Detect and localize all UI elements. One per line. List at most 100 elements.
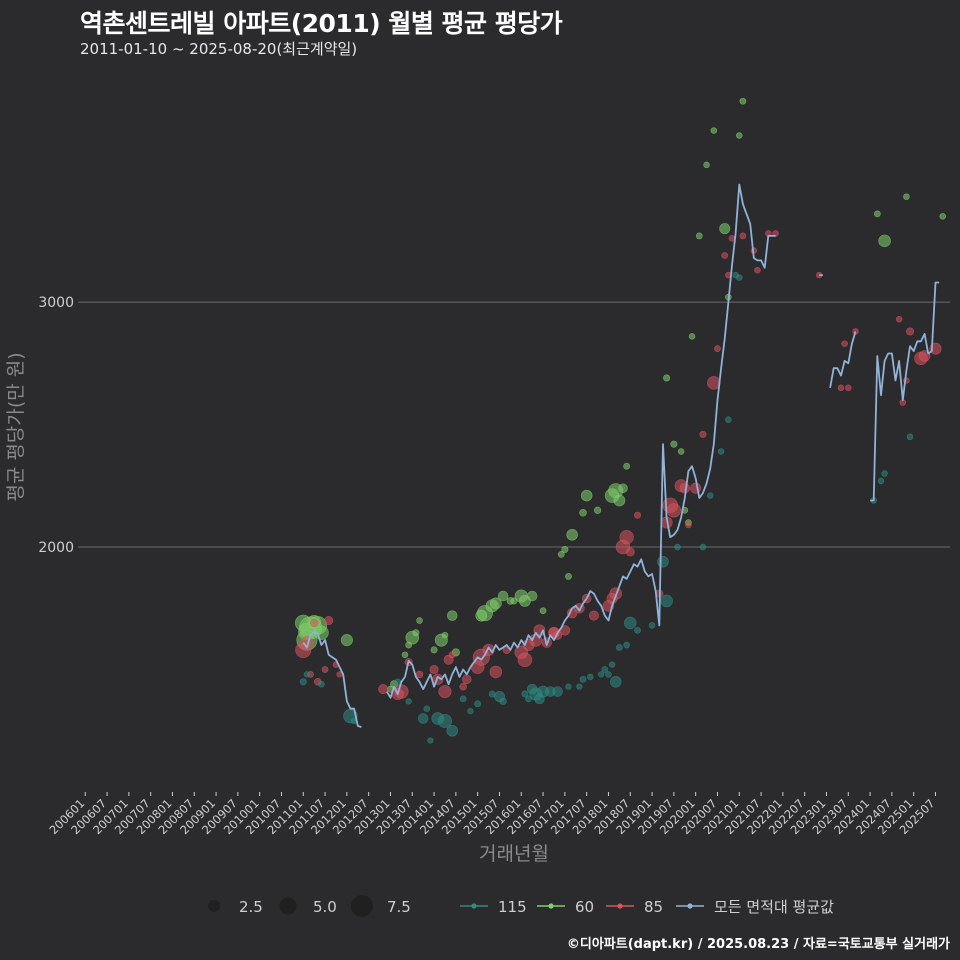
data-point-s60 [446, 610, 458, 621]
data-point-s85 [754, 266, 761, 274]
data-point-s115 [587, 673, 594, 681]
legend-key-dot [471, 903, 477, 909]
data-point-s115 [552, 686, 563, 697]
data-point-s85 [625, 547, 635, 557]
data-point-s85 [309, 618, 319, 628]
data-point-s85 [837, 384, 845, 392]
data-point-s60 [401, 651, 409, 659]
data-point-s115 [427, 737, 434, 744]
size-legend-circle [208, 900, 220, 912]
data-point-s85 [685, 521, 692, 529]
data-point-s115 [446, 725, 458, 737]
data-point-s115 [394, 678, 401, 686]
data-point-s60 [739, 97, 747, 105]
data-point-s85 [739, 232, 747, 240]
data-point-s60 [703, 161, 710, 169]
data-point-s60 [580, 489, 593, 502]
legend-label: 85 [644, 898, 663, 916]
data-point-s85 [699, 430, 707, 438]
y-axis-title: 평균 평당가(만 원) [5, 352, 27, 501]
data-point-s60 [719, 223, 731, 235]
chart-subtitle: 2011-01-10 ~ 2025-08-20(최근계약일) [80, 40, 358, 58]
data-point-s115 [437, 713, 452, 728]
average-line [870, 281, 940, 502]
data-point-s115 [318, 680, 325, 688]
data-point-s60 [441, 631, 449, 639]
average-line [386, 183, 776, 699]
data-point-s85 [895, 315, 903, 323]
legend-key-dot [548, 903, 554, 909]
data-point-s115 [576, 683, 583, 690]
data-point-s85 [517, 652, 533, 667]
legend-key-dot [687, 903, 693, 909]
data-point-s60 [565, 573, 572, 580]
data-point-s85 [429, 665, 439, 675]
data-point-s115 [609, 676, 622, 688]
data-point-s85 [459, 682, 467, 691]
data-point-s60 [878, 234, 891, 248]
data-point-s85 [324, 616, 334, 626]
y-tick-label: 3000 [38, 295, 74, 311]
data-point-s60 [497, 590, 509, 602]
legend-label: 115 [498, 898, 527, 916]
data-point-s85 [438, 685, 452, 699]
data-point-s115 [474, 700, 482, 708]
data-point-s60 [416, 617, 423, 624]
data-point-s60 [526, 590, 538, 602]
data-point-s60 [873, 210, 881, 218]
data-point-s60 [539, 607, 547, 615]
data-point-s115 [877, 477, 885, 485]
data-point-s85 [462, 674, 472, 685]
data-point-s60 [412, 629, 420, 637]
size-legend-label: 2.5 [239, 898, 263, 916]
data-point-s85 [448, 651, 456, 659]
source-credit: ©디아파트(dapt.kr) / 2025.08.23 / 자료=국토교통부 실… [566, 937, 950, 952]
data-point-s115 [736, 274, 743, 281]
data-point-s115 [605, 671, 612, 678]
data-point-s60 [623, 462, 631, 470]
data-point-s85 [634, 511, 642, 519]
data-point-s60 [663, 374, 671, 382]
average-line [829, 331, 857, 388]
data-point-s85 [906, 327, 915, 336]
data-point-s85 [841, 340, 848, 347]
data-point-s60 [688, 333, 696, 340]
data-point-s115 [634, 626, 641, 634]
data-point-s115 [660, 594, 673, 608]
data-point-s85 [721, 252, 729, 259]
data-point-s60 [557, 551, 565, 558]
data-point-s115 [725, 416, 732, 423]
data-point-s60 [579, 508, 587, 517]
data-point-s115 [657, 555, 669, 568]
data-point-s115 [648, 622, 656, 629]
data-point-s115 [405, 698, 412, 705]
data-point-s60 [939, 213, 946, 220]
data-point-s115 [674, 543, 681, 551]
data-point-s60 [430, 646, 438, 654]
data-point-s60 [903, 193, 910, 200]
data-point-s115 [601, 666, 609, 673]
data-point-s85 [845, 384, 852, 392]
data-point-s115 [579, 675, 587, 683]
x-axis-title: 거래년월 [479, 843, 549, 865]
data-point-s60 [489, 597, 502, 610]
data-point-s115 [299, 678, 307, 686]
data-point-s60 [695, 232, 703, 240]
data-point-s85 [714, 345, 721, 352]
size-legend-label: 7.5 [387, 898, 411, 916]
size-legend-circle [279, 897, 297, 915]
data-point-s115 [565, 683, 572, 690]
data-point-s85 [666, 503, 681, 518]
legend-key-dot [617, 903, 623, 909]
data-point-s115 [521, 690, 529, 698]
data-point-s115 [303, 671, 311, 678]
data-point-s115 [417, 713, 429, 724]
data-point-s115 [423, 705, 431, 712]
data-point-s115 [615, 644, 623, 651]
data-point-s85 [588, 610, 599, 621]
data-point-s85 [690, 482, 702, 494]
data-point-s60 [561, 545, 569, 553]
data-point-s115 [717, 448, 725, 455]
data-point-s115 [906, 433, 914, 441]
